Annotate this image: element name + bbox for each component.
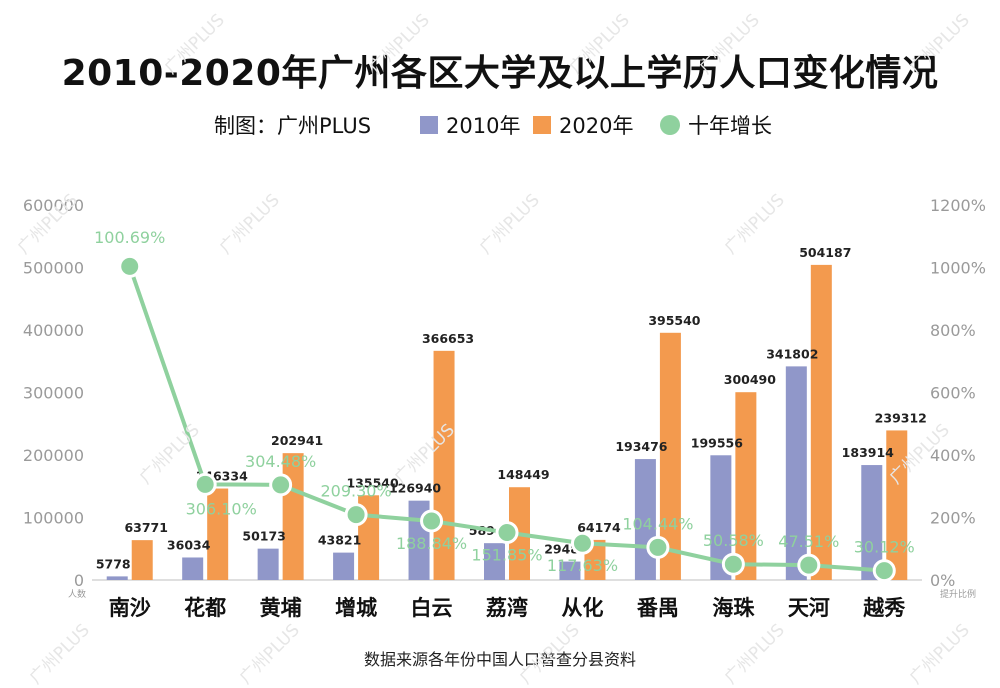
y-right-tick-label: 600% bbox=[930, 384, 976, 403]
data-label-2020: 300490 bbox=[724, 372, 776, 387]
x-tick-label: 越秀 bbox=[862, 596, 905, 620]
data-label-2010: 126940 bbox=[389, 481, 441, 496]
data-label-2020: 366653 bbox=[422, 331, 474, 346]
x-tick-label: 从化 bbox=[561, 596, 603, 620]
data-label-2010: 50173 bbox=[242, 529, 286, 544]
y-left-tick-label: 200000 bbox=[23, 446, 84, 465]
x-tick-label: 黄埔 bbox=[260, 596, 302, 620]
data-label-2020: 63771 bbox=[124, 520, 168, 535]
y-right-tick-label: 1200% bbox=[930, 196, 986, 215]
x-tick-label: 花都 bbox=[184, 596, 226, 620]
data-label-2020: 64174 bbox=[577, 520, 621, 535]
legend-label-growth: 十年增长 bbox=[688, 114, 772, 138]
growth-data-label: 117.63% bbox=[547, 556, 618, 575]
x-tick-label: 番禺 bbox=[636, 596, 679, 620]
data-label-2010: 43821 bbox=[318, 533, 362, 548]
bar-2010 bbox=[861, 465, 883, 580]
y-left-axis-label: 人数 bbox=[68, 588, 86, 600]
growth-data-label: 306.10% bbox=[186, 499, 257, 518]
legend-swatch-2010 bbox=[420, 116, 438, 134]
growth-point bbox=[646, 535, 670, 559]
growth-data-label: 30.12% bbox=[854, 538, 915, 557]
legend-swatch-growth bbox=[660, 115, 680, 135]
legend-item-2010: 2010年 bbox=[420, 110, 520, 140]
legend-label-2010: 2010年 bbox=[446, 114, 521, 138]
data-label-2020: 504187 bbox=[799, 245, 851, 260]
data-label-2010: 183914 bbox=[842, 445, 894, 460]
growth-data-label: 151.85% bbox=[471, 546, 542, 565]
y-right-tick-label: 200% bbox=[930, 509, 976, 528]
y-left-tick-label: 0 bbox=[74, 571, 84, 590]
data-label-2010: 193476 bbox=[615, 439, 667, 454]
bar-2020 bbox=[735, 392, 757, 580]
x-tick-label: 增城 bbox=[335, 596, 377, 620]
growth-data-label: 100.69% bbox=[94, 228, 165, 247]
chart-title: 2010-2020年广州各区大学及以上学历人口变化情况 bbox=[61, 53, 939, 94]
data-source: 数据来源各年份中国人口普查分县资料 bbox=[363, 650, 636, 669]
y-left-tick-label: 100000 bbox=[23, 509, 84, 528]
growth-point bbox=[495, 521, 519, 545]
growth-data-label: 209.30% bbox=[320, 482, 391, 501]
bar-2010 bbox=[710, 455, 732, 580]
bar-2010 bbox=[182, 557, 204, 580]
bar-2010 bbox=[106, 576, 128, 580]
bar-2020 bbox=[659, 332, 681, 580]
data-label-2020: 148449 bbox=[497, 467, 549, 482]
legend-swatch-2020 bbox=[533, 116, 551, 134]
data-label-2010: 36034 bbox=[167, 537, 211, 552]
growth-point bbox=[872, 559, 896, 583]
bar-2010 bbox=[257, 548, 279, 580]
data-label-2010: 199556 bbox=[691, 435, 743, 450]
bar-2010 bbox=[785, 366, 807, 580]
x-tick-label: 海珠 bbox=[712, 596, 755, 620]
growth-point bbox=[269, 473, 293, 497]
data-label-2020: 135540 bbox=[346, 475, 398, 490]
data-label-2010: 341802 bbox=[766, 346, 818, 361]
y-left-tick-label: 500000 bbox=[23, 259, 84, 278]
bar-2010 bbox=[559, 561, 581, 580]
growth-point bbox=[344, 503, 368, 527]
x-tick-label: 天河 bbox=[788, 596, 830, 620]
y-left-tick-label: 600000 bbox=[23, 196, 84, 215]
bar-2020 bbox=[282, 453, 304, 580]
y-right-tick-label: 1000% bbox=[930, 259, 986, 278]
growth-point bbox=[797, 553, 821, 577]
legend-label-2020: 2020年 bbox=[559, 114, 634, 138]
x-tick-label: 荔湾 bbox=[486, 596, 528, 620]
growth-point bbox=[118, 254, 142, 278]
y-left-tick-label: 400000 bbox=[23, 321, 84, 340]
growth-point bbox=[721, 552, 745, 576]
y-left-tick-label: 300000 bbox=[23, 384, 84, 403]
data-label-2010: 5778 bbox=[96, 556, 131, 571]
data-label-2020: 395540 bbox=[648, 313, 700, 328]
y-right-tick-label: 0% bbox=[930, 571, 955, 590]
bar-2020 bbox=[207, 488, 229, 580]
data-label-2020: 202941 bbox=[271, 433, 323, 448]
bar-2020 bbox=[886, 430, 908, 580]
growth-data-label: 304.48% bbox=[245, 452, 316, 471]
bar-2020 bbox=[810, 264, 832, 580]
y-right-axis-label: 提升比例 bbox=[940, 588, 976, 600]
growth-data-label: 188.84% bbox=[396, 534, 467, 553]
legend-item-growth: 十年增长 bbox=[660, 110, 772, 140]
growth-point bbox=[570, 531, 594, 555]
bar-2010 bbox=[333, 552, 355, 580]
chart-credit: 制图：广州PLUS bbox=[214, 114, 372, 138]
legend-item-2020: 2020年 bbox=[533, 110, 633, 140]
bar-2020 bbox=[131, 540, 153, 580]
growth-data-label: 50.58% bbox=[703, 531, 764, 550]
y-right-tick-label: 400% bbox=[930, 446, 976, 465]
x-tick-label: 白云 bbox=[411, 596, 453, 620]
growth-point bbox=[420, 509, 444, 533]
y-right-tick-label: 800% bbox=[930, 321, 976, 340]
growth-data-label: 47.51% bbox=[778, 532, 839, 551]
data-label-2020: 239312 bbox=[875, 410, 927, 425]
bar-2010 bbox=[484, 543, 505, 580]
growth-data-label: 104.44% bbox=[622, 514, 693, 533]
growth-point bbox=[193, 472, 217, 496]
x-tick-label: 南沙 bbox=[109, 596, 151, 620]
